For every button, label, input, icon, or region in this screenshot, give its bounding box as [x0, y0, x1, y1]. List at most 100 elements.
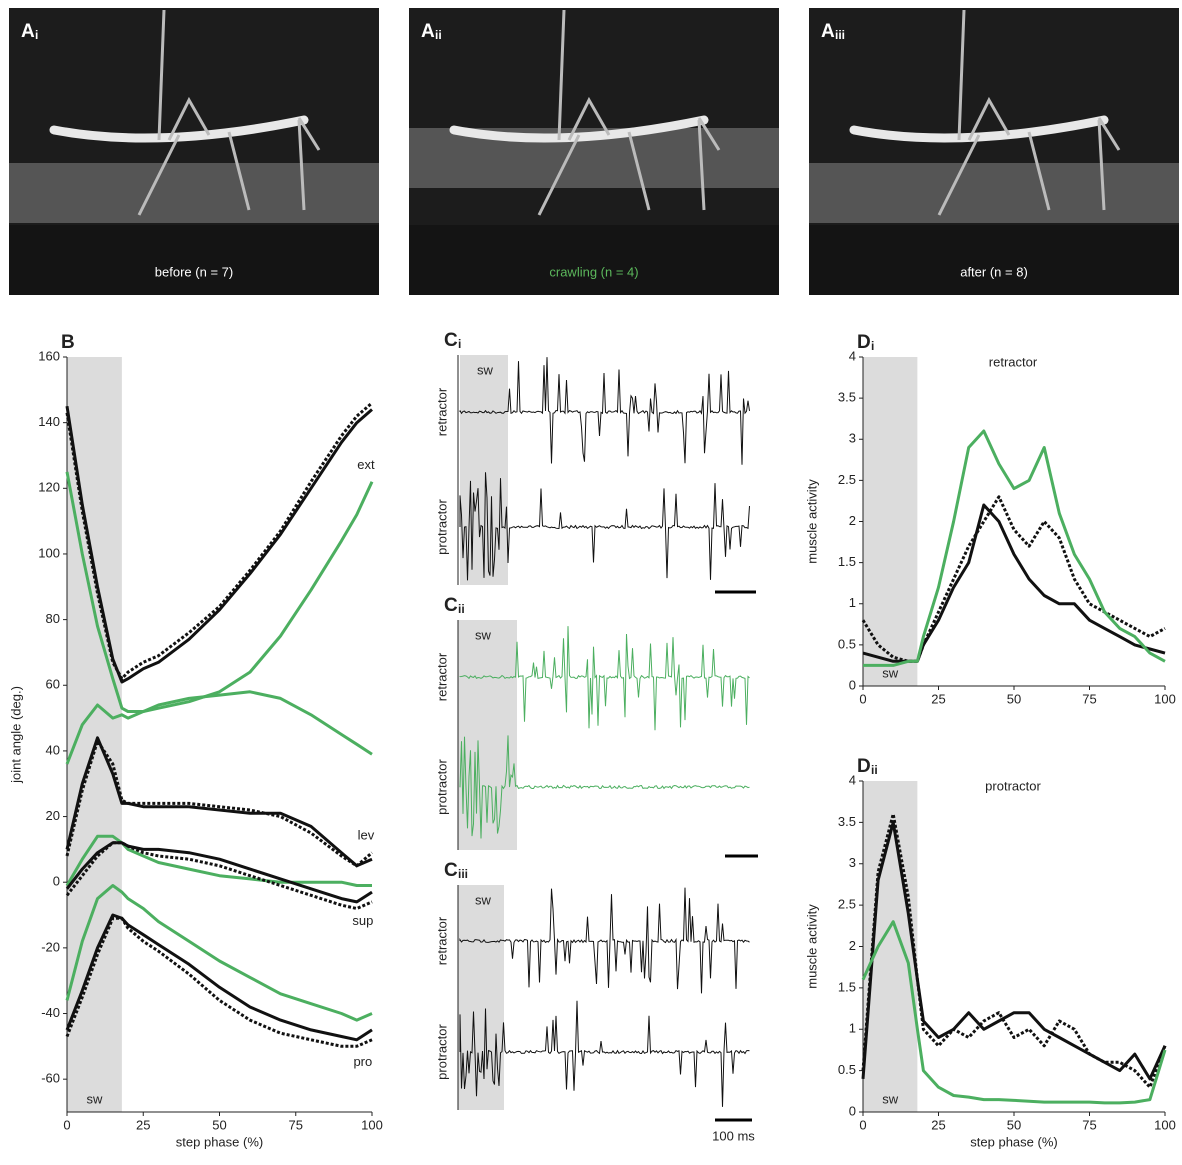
emg-trace — [459, 626, 750, 731]
emg-trace — [459, 357, 750, 465]
y-tick-label: 0 — [849, 1103, 856, 1118]
panel-sublabel: ii — [458, 602, 465, 616]
panel-label: A — [821, 21, 835, 42]
platform-side — [809, 225, 1179, 295]
y-tick-label: 80 — [46, 611, 60, 626]
y-tick-label: 3 — [849, 431, 856, 446]
y-tick-label: 2.5 — [838, 897, 856, 912]
span-label: sw — [882, 1091, 899, 1106]
panel-sublabel: iii — [835, 28, 845, 42]
panel-label: C — [444, 860, 458, 881]
series-line — [65, 690, 373, 765]
y-tick-label: -20 — [41, 939, 60, 954]
y-tick-label: 2 — [849, 938, 856, 953]
curve-label: ext — [357, 457, 375, 472]
y-tick-label: 4 — [849, 348, 856, 363]
y-tick-label: 1.5 — [838, 979, 856, 994]
y-tick-label: 1 — [849, 595, 856, 610]
span-label: sw — [87, 1091, 104, 1106]
y-tick-label: 2 — [849, 513, 856, 528]
photo — [409, 8, 779, 295]
emg-trace — [459, 472, 750, 581]
x-axis-label: step phase (%) — [176, 1134, 263, 1149]
series-line — [65, 834, 372, 887]
curve-label: pro — [353, 1054, 372, 1069]
x-tick-label: 0 — [859, 1117, 866, 1132]
panel-label: C — [444, 330, 458, 351]
panel-sublabel: i — [458, 337, 461, 351]
panel-label: A — [21, 21, 35, 42]
panel-label: D — [857, 756, 871, 777]
series-line — [861, 920, 1167, 1105]
panel-label: B — [61, 332, 75, 353]
y-tick-label: 0 — [849, 677, 856, 692]
y-tick-label: 20 — [46, 808, 60, 823]
series-line — [65, 401, 373, 681]
y-tick-label: -40 — [41, 1005, 60, 1020]
trace-label: retractor — [434, 916, 449, 965]
series-line — [861, 495, 1166, 663]
x-tick-label: 0 — [63, 1117, 70, 1132]
y-axis-label: muscle activity — [804, 904, 819, 989]
trace-label: protractor — [434, 499, 449, 555]
trace-label: retractor — [434, 652, 449, 701]
platform — [9, 163, 379, 223]
series-line — [65, 405, 373, 684]
y-tick-label: 100 — [38, 545, 60, 560]
platform-side — [409, 225, 779, 295]
photo-caption: crawling (n = 4) — [549, 264, 638, 279]
photo — [9, 8, 379, 295]
x-tick-label: 75 — [1082, 1117, 1096, 1132]
platform-side — [9, 225, 379, 295]
x-tick-label: 50 — [212, 1117, 226, 1132]
x-tick-label: 0 — [859, 691, 866, 706]
insect-legs — [937, 9, 1121, 216]
series-line — [65, 916, 373, 1048]
y-tick-label: 120 — [38, 480, 60, 495]
x-tick-label: 100 — [1154, 691, 1176, 706]
span-label: sw — [475, 627, 492, 642]
curve-label: sup — [352, 913, 373, 928]
swing-shade — [863, 357, 918, 686]
x-tick-label: 25 — [931, 1117, 945, 1132]
x-tick-label: 25 — [136, 1117, 150, 1132]
y-tick-label: 0.5 — [838, 1062, 856, 1077]
panel-sublabel: ii — [435, 28, 442, 42]
panel-sublabel: i — [871, 339, 874, 353]
series-line — [65, 471, 374, 713]
insect-legs — [137, 9, 321, 216]
x-tick-label: 25 — [931, 691, 945, 706]
emg-trace — [459, 887, 750, 994]
y-tick-label: 3.5 — [838, 814, 856, 829]
y-tick-label: 0 — [53, 874, 60, 889]
series-line — [65, 736, 373, 868]
x-tick-label: 50 — [1007, 691, 1021, 706]
panel-sublabel: i — [35, 28, 38, 42]
chart-title: protractor — [985, 778, 1041, 793]
emg-trace — [459, 735, 750, 839]
series-line — [65, 913, 373, 1042]
y-tick-label: 40 — [46, 742, 60, 757]
panel-sublabel: iii — [458, 867, 468, 881]
trace-label: retractor — [434, 387, 449, 436]
x-axis-label: step phase (%) — [970, 1134, 1057, 1149]
y-axis-label: muscle activity — [804, 479, 819, 564]
photo-caption: before (n = 7) — [155, 264, 233, 279]
chart-title: retractor — [989, 354, 1038, 369]
x-tick-label: 75 — [1082, 691, 1096, 706]
trace-label: protractor — [434, 759, 449, 815]
y-tick-label: 140 — [38, 414, 60, 429]
y-tick-label: 4 — [849, 772, 856, 787]
curve-label: lev — [358, 828, 375, 843]
swing-shade — [458, 885, 504, 1110]
span-label: sw — [475, 892, 492, 907]
y-tick-label: -60 — [41, 1071, 60, 1086]
series-line — [65, 739, 373, 868]
series-line — [861, 812, 1167, 1089]
trace-label: protractor — [434, 1024, 449, 1080]
photo — [809, 8, 1179, 295]
y-tick-label: 60 — [46, 677, 60, 692]
emg-trace — [459, 1000, 750, 1107]
y-axis-label: joint angle (deg.) — [8, 686, 23, 784]
